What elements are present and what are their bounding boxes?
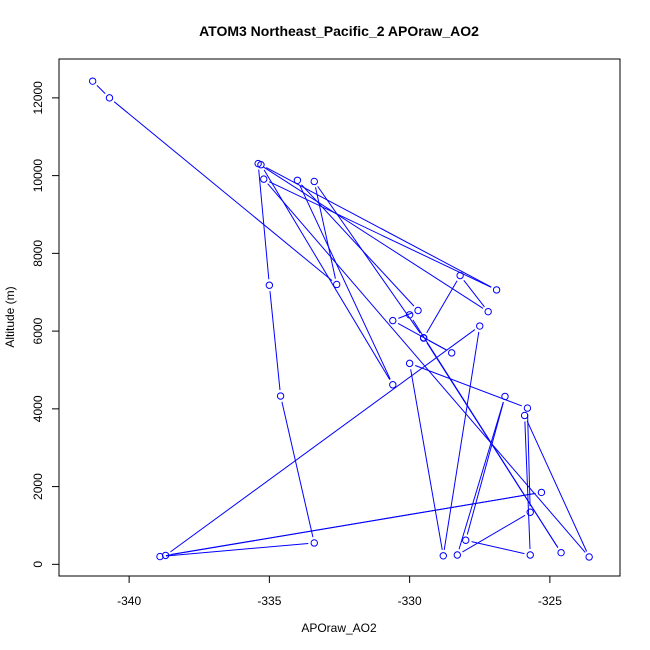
series-segment (471, 541, 525, 555)
data-point (484, 307, 492, 316)
data-point (526, 551, 534, 559)
y-tick-label: 12000 (31, 81, 45, 115)
x-axis: -340 -335 -330 -325 (117, 575, 562, 608)
series-segment (398, 312, 413, 319)
series-segment (428, 340, 447, 351)
data-point (332, 280, 341, 289)
series-segment (458, 402, 504, 550)
data-point (310, 177, 318, 186)
data-point (405, 359, 414, 368)
data-point (389, 316, 397, 325)
y-tick-label: 4000 (31, 395, 45, 422)
x-axis-label: APOraw_AO2 (301, 621, 377, 635)
data-point (156, 552, 164, 561)
data-point (537, 488, 546, 497)
series-segment (463, 279, 485, 308)
series-segment (462, 514, 526, 553)
x-tick-label: -335 (257, 594, 281, 608)
data-point (501, 392, 509, 401)
data-point (293, 176, 302, 184)
series-segment (263, 169, 391, 380)
data-point (462, 536, 470, 544)
series-segment (466, 402, 504, 535)
series-segment (527, 414, 531, 507)
chart-title: ATOM3 Northeast_Pacific_2 APOraw_AO2 (199, 23, 479, 39)
data-point (439, 552, 447, 560)
data-point (453, 551, 462, 559)
data-point (448, 349, 456, 357)
y-tick-label: 6000 (31, 317, 45, 344)
x-tick-label: -325 (538, 594, 562, 608)
series-segment (170, 329, 476, 553)
data-point (523, 404, 532, 412)
data-point (257, 161, 265, 169)
series-segment (113, 101, 333, 282)
data-point (310, 539, 318, 547)
series-segment (258, 169, 270, 280)
data-point (161, 551, 170, 560)
data-point (88, 77, 97, 85)
data-point (419, 334, 428, 342)
series-segment (526, 420, 588, 552)
data-point (456, 271, 464, 280)
x-tick-label: -330 (398, 594, 422, 608)
y-axis-label: Altitude (m) (3, 286, 17, 347)
series-segment (96, 85, 106, 94)
series-segment (171, 492, 536, 555)
data-point (265, 281, 274, 289)
data-point (492, 286, 501, 294)
data-point (260, 175, 268, 183)
data-point (476, 322, 484, 330)
series-segment (315, 187, 336, 279)
data-point (389, 381, 397, 389)
y-tick-label: 8000 (31, 240, 45, 267)
y-tick-label: 10000 (31, 159, 45, 193)
data-point (405, 311, 414, 319)
data-point (526, 508, 534, 516)
series-segment (281, 401, 314, 538)
series-segment (426, 280, 458, 334)
data-point (276, 392, 285, 400)
series-segment (267, 183, 586, 553)
y-tick-label: 2000 (31, 473, 45, 500)
y-axis: 0 2000 4000 6000 8000 10000 12000 (31, 81, 60, 568)
series-segment (299, 185, 391, 380)
data-point (557, 548, 565, 557)
data-point (585, 553, 593, 561)
data-point (414, 306, 422, 315)
series-segment (269, 291, 281, 391)
data-point (105, 94, 114, 102)
plot-frame (58, 58, 621, 577)
data-series (88, 77, 593, 561)
series-segment (410, 369, 443, 550)
series-segment (412, 319, 559, 548)
series-segment (301, 184, 415, 307)
series-segment (317, 186, 421, 334)
series-segment (266, 167, 492, 288)
series-segment (165, 542, 309, 557)
y-tick-label: 0 (31, 561, 45, 568)
series-segment (262, 166, 484, 309)
data-point (520, 411, 529, 420)
x-tick-label: -340 (117, 594, 141, 608)
series-segment (443, 331, 480, 550)
